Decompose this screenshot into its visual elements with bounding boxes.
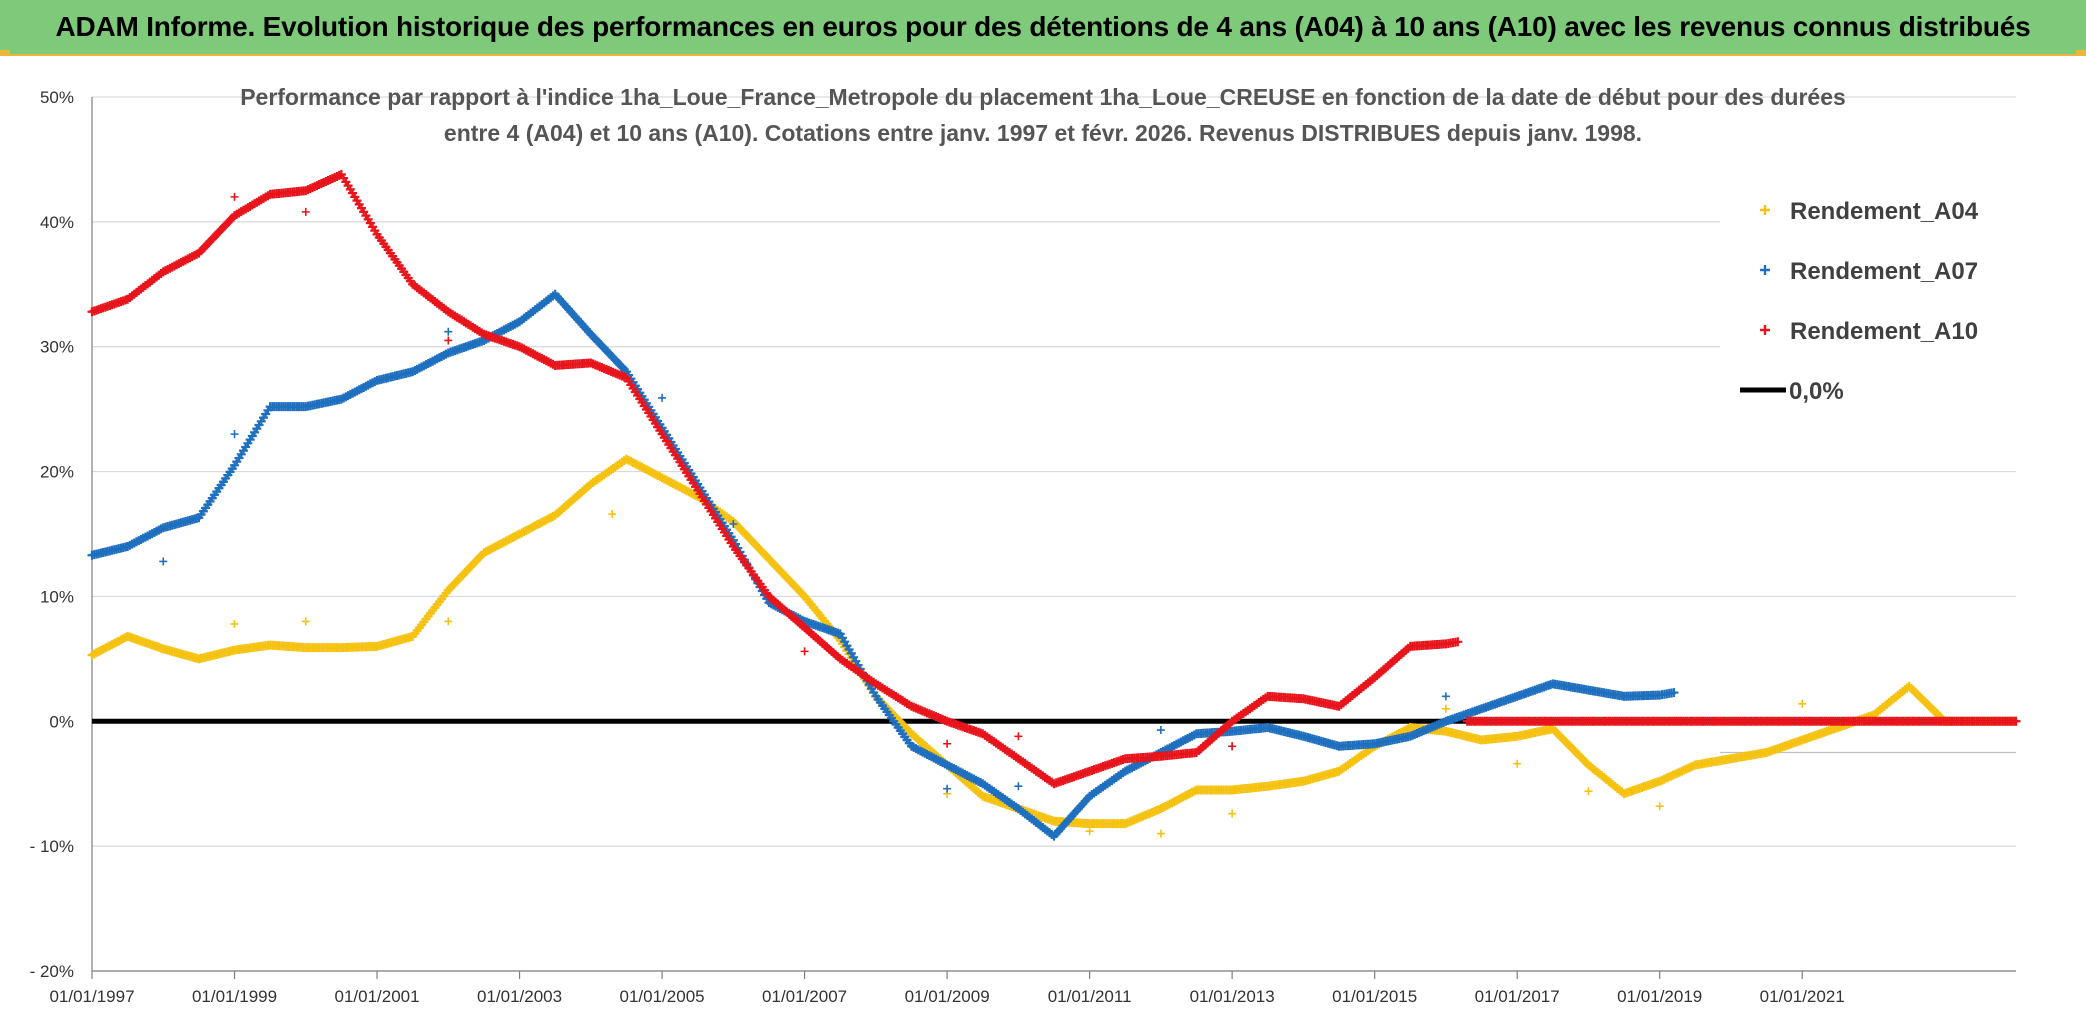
x-tick-label: 01/01/2009 — [905, 987, 990, 1006]
x-tick-label: 01/01/2021 — [1760, 987, 1845, 1006]
x-tick-label: 01/01/2019 — [1617, 987, 1702, 1006]
series-layer — [87, 169, 2021, 841]
y-tick-label: 30% — [40, 338, 74, 357]
outlier-a07 — [729, 520, 738, 529]
x-tick-label: 01/01/2017 — [1475, 987, 1560, 1006]
report-title: ADAM Informe. Evolution historique des p… — [55, 11, 2031, 42]
outlier-a10 — [444, 336, 453, 345]
series-a07 — [87, 289, 1679, 841]
outlier-a07 — [943, 784, 952, 793]
outlier-a07 — [159, 557, 168, 566]
outlier-a04 — [1798, 699, 1807, 708]
legend-swatch-a07 — [1760, 265, 1770, 275]
point-a10 — [1453, 637, 1463, 647]
chart-title-line: Performance par rapport à l'indice 1ha_L… — [240, 84, 1846, 110]
outlier-a10 — [301, 207, 310, 216]
y-tick-label: 0% — [49, 712, 74, 731]
point-a10 — [2011, 716, 2021, 726]
outliers-a04 — [230, 510, 1807, 838]
chart-title-line: entre 4 (A04) et 10 ans (A10). Cotations… — [444, 120, 1642, 146]
x-tick-label: 01/01/2005 — [620, 987, 705, 1006]
x-tick-label: 01/01/2007 — [762, 987, 847, 1006]
outlier-a10 — [943, 739, 952, 748]
legend-label-a10: Rendement_A10 — [1790, 318, 1978, 345]
outlier-a07 — [1156, 726, 1165, 735]
outlier-a04 — [230, 619, 239, 628]
y-tick-label: 20% — [40, 463, 74, 482]
outlier-a04 — [1156, 829, 1165, 838]
y-tick-label: - 20% — [30, 962, 74, 981]
outlier-a04 — [301, 617, 310, 626]
y-tick-label: 40% — [40, 213, 74, 232]
outlier-a04 — [608, 510, 617, 519]
y-tick-label: 50% — [40, 88, 74, 107]
outlier-a10 — [800, 647, 809, 656]
outliers-a10 — [230, 192, 1237, 751]
outlier-a04 — [1584, 787, 1593, 796]
outlier-a04 — [1513, 759, 1522, 768]
x-tick-label: 01/01/2003 — [477, 987, 562, 1006]
outlier-a04 — [1228, 809, 1237, 818]
series-a10 — [87, 169, 2021, 789]
x-tick-label: 01/01/2001 — [334, 987, 419, 1006]
series-a04 — [87, 454, 2021, 829]
outlier-a04 — [444, 617, 453, 626]
y-tick-label: 10% — [40, 587, 74, 606]
axis-layer: 50% 40% 30% 20% 10% 0% - 10% - 20% 01/01/1997 01/… — [30, 88, 2016, 1006]
outlier-a04 — [1441, 704, 1450, 713]
x-tick-label: 01/01/2013 — [1190, 987, 1275, 1006]
corner-accent-right — [2076, 50, 2086, 56]
legend-label-a04: Rendement_A04 — [1790, 198, 1979, 225]
legend-box — [1720, 178, 2016, 418]
corner-accent-left — [0, 50, 10, 56]
outlier-a10 — [1014, 732, 1023, 741]
outlier-a07 — [1014, 782, 1023, 791]
outlier-a10 — [1228, 742, 1237, 751]
outlier-a07 — [444, 327, 453, 336]
y-tick-label: - 10% — [30, 837, 74, 856]
outlier-a07 — [230, 430, 239, 439]
outlier-a07 — [1441, 692, 1450, 701]
point-a07 — [1669, 688, 1679, 698]
outlier-a07 — [658, 393, 667, 402]
x-tick-label: 01/01/2015 — [1332, 987, 1417, 1006]
legend: Rendement_A04 Rendement_A07 Rendement_A10 0… — [1720, 178, 2016, 418]
x-tick-label: 01/01/1997 — [49, 987, 134, 1006]
report-banner: ADAM Informe. Evolution historique des p… — [0, 0, 2086, 56]
legend-swatch-a04 — [1760, 205, 1770, 215]
outlier-a10 — [230, 192, 239, 201]
x-tick-label: 01/01/1999 — [192, 987, 277, 1006]
legend-swatch-a10 — [1760, 325, 1770, 335]
outlier-a04 — [1085, 827, 1094, 836]
x-tick-label: 01/01/2011 — [1048, 987, 1132, 1006]
chart-title: Performance par rapport à l'indice 1ha_L… — [240, 84, 1846, 146]
outlier-a04 — [1655, 802, 1664, 811]
legend-label-a07: Rendement_A07 — [1790, 258, 1978, 285]
legend-label-zero: 0,0% — [1789, 378, 1844, 405]
